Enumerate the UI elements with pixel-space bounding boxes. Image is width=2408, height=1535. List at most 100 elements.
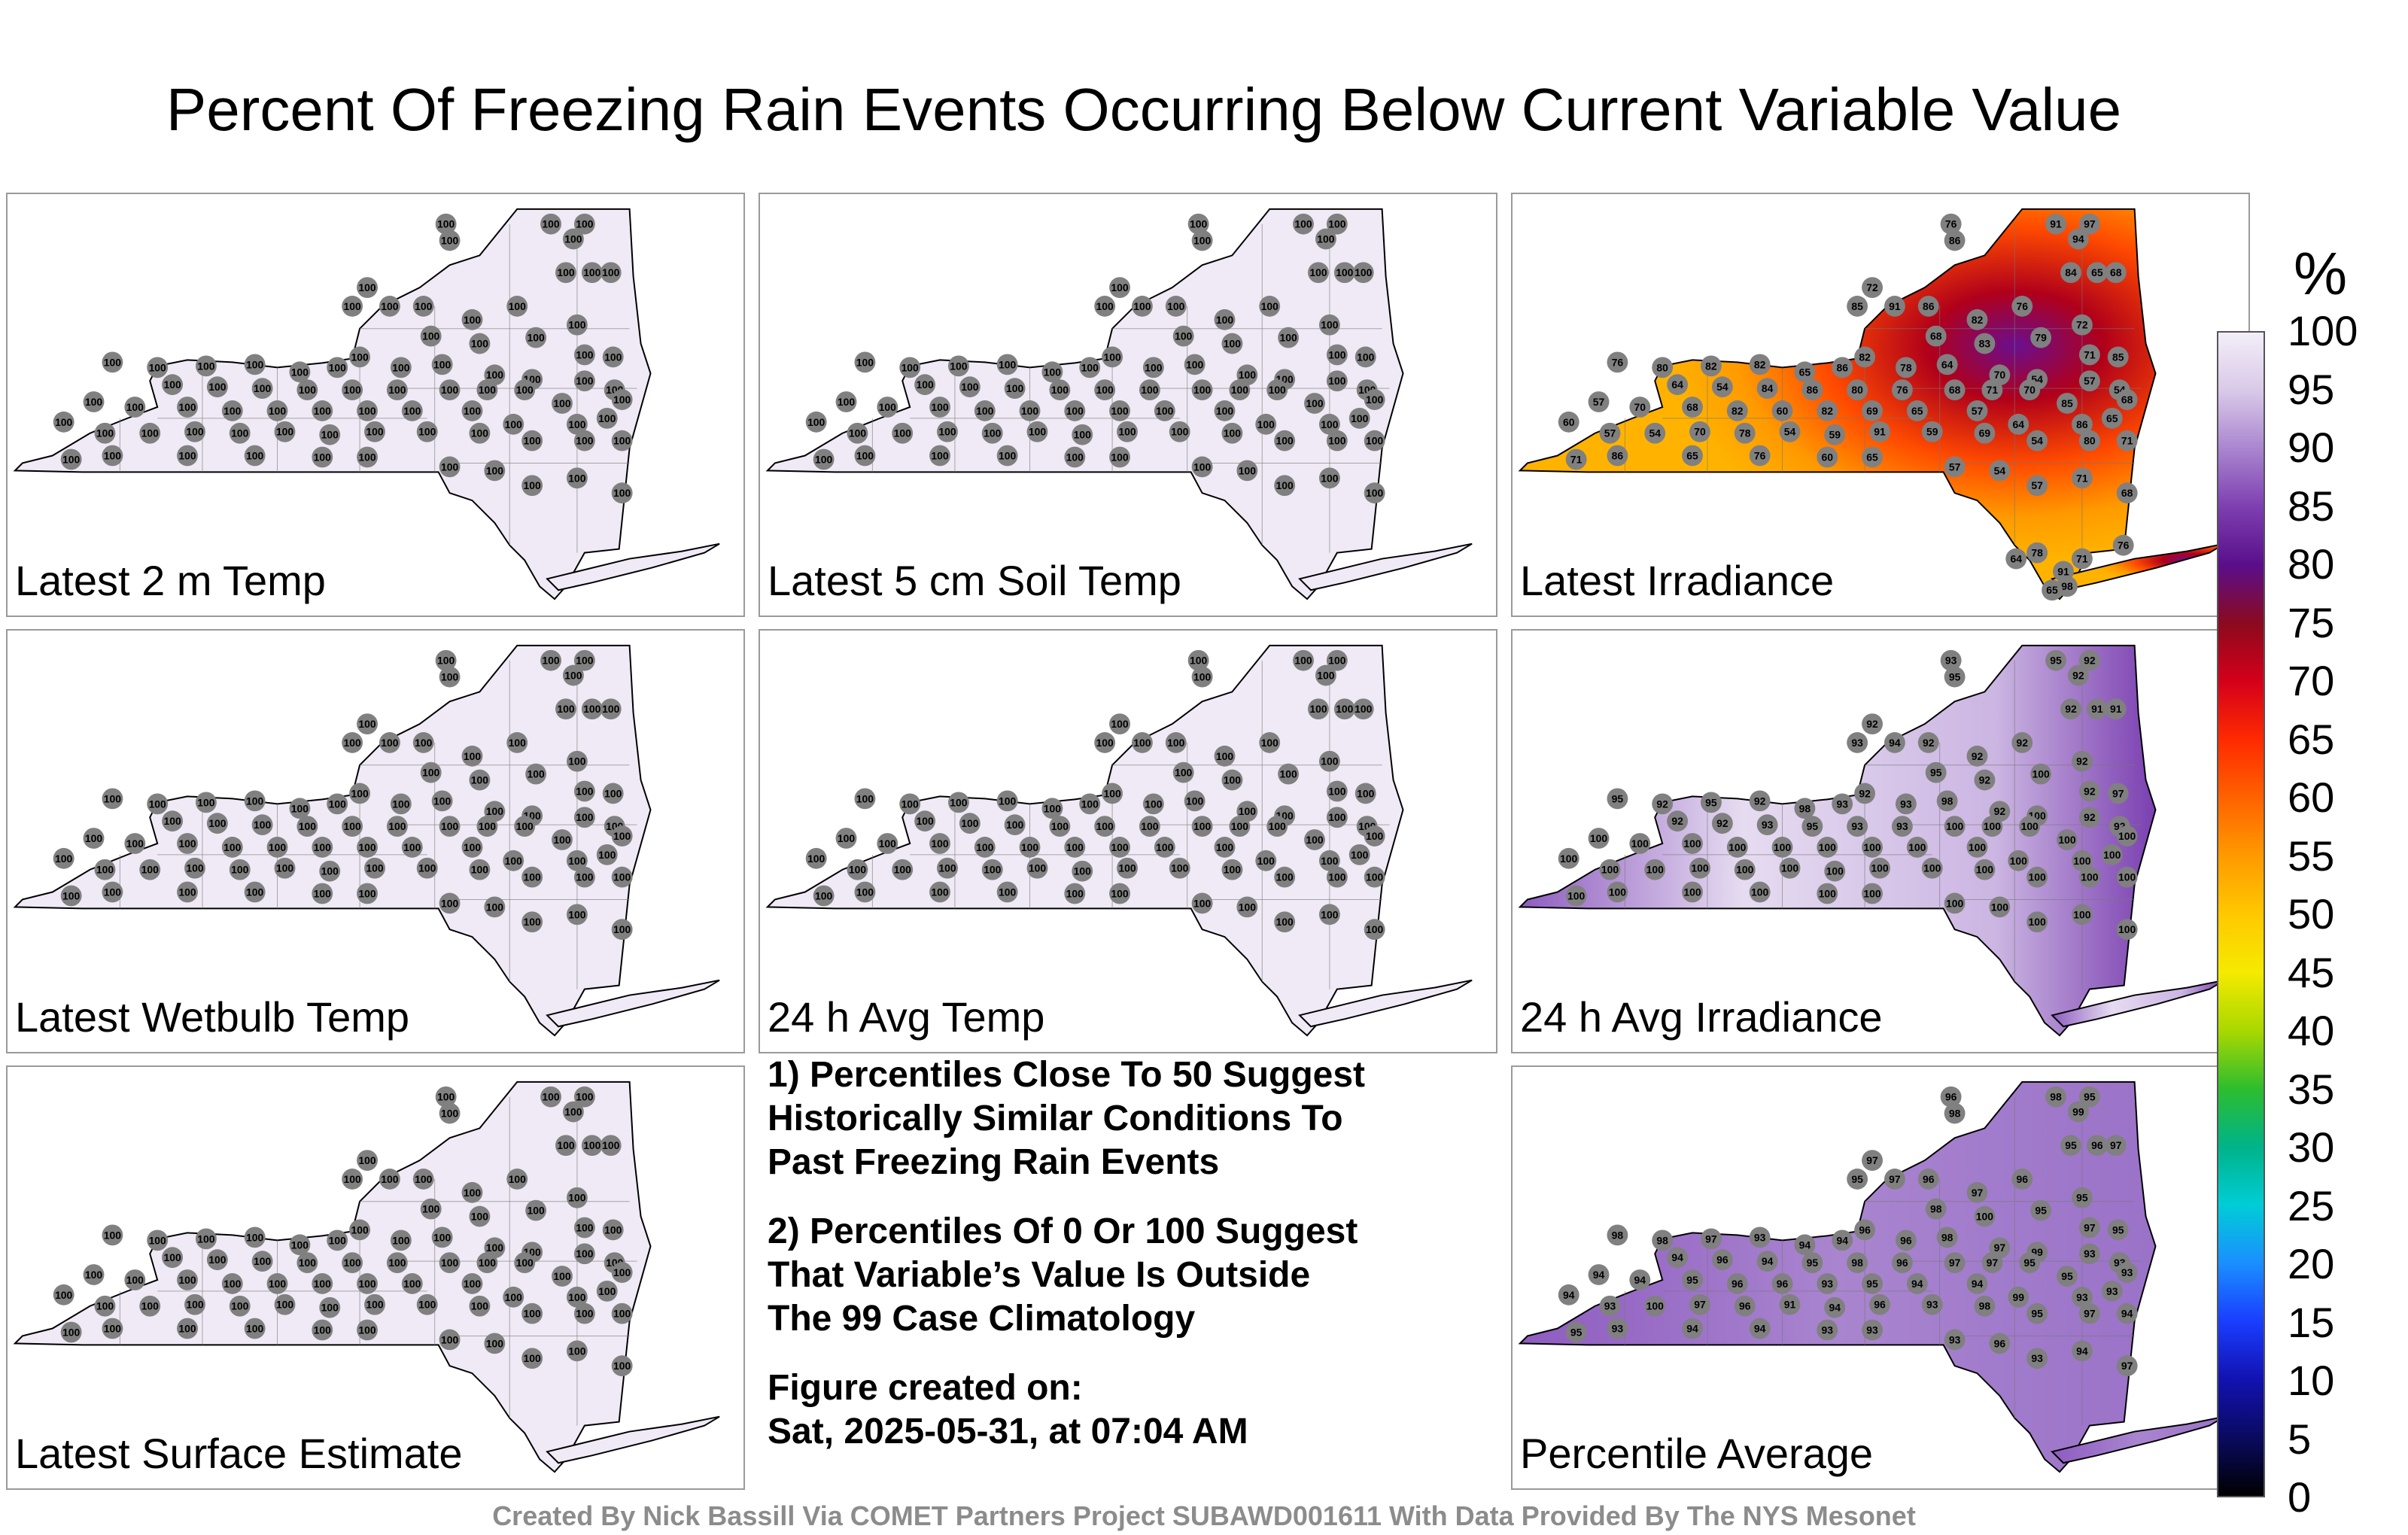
station-marker [1801,379,1823,401]
station-value: 100 [564,1106,582,1118]
station-value: 100 [351,787,369,799]
station-marker [1936,354,1958,375]
station-marker [1891,379,1913,401]
station-marker [1064,883,1086,904]
station-marker [1884,732,1905,753]
station-marker [562,664,584,686]
station-marker [1131,732,1153,753]
station-value: 71 [2076,553,2088,565]
station-value: 100 [441,671,459,683]
station-marker [1925,761,1947,783]
state-outline [1518,1081,2157,1473]
island-outline [1298,979,1473,1028]
station-marker [1255,413,1277,435]
station-marker [1274,911,1296,933]
station-value: 100 [1366,394,1384,406]
station-value: 65 [1686,450,1698,462]
station-value: 92 [1656,798,1668,810]
station-marker [1734,422,1756,444]
state-map: 100 100 100 100 100 100 100 100 100 100 100 100 100 1… [13,208,720,600]
station-value: 95 [1930,767,1942,779]
station-marker [1794,1234,1816,1256]
station-marker [319,1296,341,1318]
station-value: 68 [1930,330,1942,342]
station-marker [1644,859,1666,880]
station-value: 100 [471,338,489,350]
station-value: 86 [1836,361,1848,373]
station-value: 100 [557,1139,575,1151]
station-marker [1944,1252,1966,1274]
station-marker [1832,357,1853,378]
station-value: 100 [1239,369,1257,381]
station-value: 100 [576,1308,594,1320]
station-value: 100 [441,235,459,247]
station-value: 100 [1357,351,1375,363]
station-value: 93 [1896,820,1908,832]
station-value: 100 [1863,887,1881,899]
station-value: 100 [1321,855,1339,867]
station-marker [2045,649,2066,671]
station-value: 97 [2110,1139,2122,1151]
station-value: 100 [104,1229,122,1241]
station-marker [947,355,969,377]
station-marker [147,357,169,378]
station-value: 100 [1321,418,1339,430]
station-value: 100 [1156,405,1174,417]
station-marker [1667,374,1689,396]
station-value: 92 [1716,817,1728,829]
station-marker [139,859,161,880]
station-value: 100 [894,864,912,876]
station-marker [1315,228,1336,250]
station-marker [439,456,461,478]
station-marker [1801,1252,1823,1274]
station-value: 100 [524,916,542,928]
station-marker [2057,829,2078,850]
station-marker [1072,424,1093,445]
colorbar-tick-label: 75 [2288,598,2335,646]
station-value: 91 [1889,300,1901,312]
station-value: 100 [613,1308,631,1320]
station-marker [1214,745,1236,767]
station-marker [1004,814,1026,836]
station-marker [342,296,363,317]
state-outline [1518,644,2157,1037]
station-marker [506,732,528,753]
station-marker [296,1252,318,1274]
station-value: 100 [1826,865,1844,877]
station-value: 82 [1732,405,1744,417]
station-value: 100 [1366,923,1384,935]
station-value: 100 [418,1299,436,1311]
station-marker [1854,346,1876,368]
station-marker [555,262,576,284]
station-value: 100 [1321,319,1339,331]
station-marker [1895,357,1917,378]
station-value: 100 [1133,737,1151,749]
station-value: 100 [613,487,631,499]
station-value: 100 [299,820,317,832]
station-marker [1940,1086,1962,1108]
station-marker [611,482,633,504]
station-value: 100 [1066,887,1084,899]
station-value: 100 [392,1234,410,1246]
station-marker [602,783,624,804]
station-marker [1726,400,1748,421]
station-value: 100 [403,405,421,417]
station-marker [244,1226,266,1248]
station-marker [195,355,217,377]
station-value: 100 [437,218,455,230]
station-value: 100 [1029,862,1047,874]
station-marker [1041,361,1063,383]
station-value: 100 [1328,871,1346,883]
station-value: 100 [392,798,410,810]
station-value: 100 [1216,405,1234,417]
station-value: 100 [2029,871,2047,883]
station-marker [1966,309,1988,330]
station-marker [412,732,434,753]
station-value: 100 [604,1223,622,1236]
station-marker [1966,1273,1988,1294]
station-marker [805,411,827,433]
station-value: 100 [208,381,227,393]
station-value: 100 [388,384,406,396]
station-marker [1794,798,1816,819]
station-value: 94 [1563,1289,1575,1301]
